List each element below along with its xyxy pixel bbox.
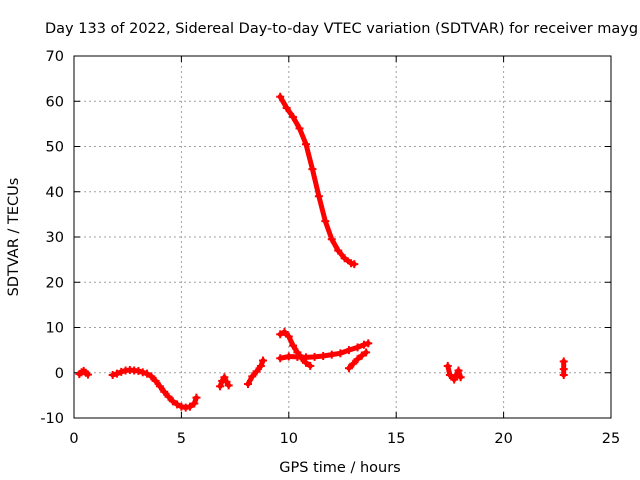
data-point: [359, 340, 368, 349]
data-point: [143, 369, 152, 378]
data-point: [301, 140, 310, 149]
data-point: [362, 348, 371, 357]
data-point: [559, 357, 568, 366]
data-point: [112, 369, 121, 378]
data-point: [357, 351, 366, 360]
data-point: [243, 380, 252, 389]
data-point: [353, 355, 362, 364]
data-point: [259, 356, 268, 365]
y-tick-label: 70: [46, 49, 64, 65]
data-point: [151, 376, 160, 385]
data-point: [192, 393, 201, 402]
y-tick-label: 60: [46, 94, 64, 110]
data-point: [108, 371, 117, 380]
data-point: [295, 124, 304, 133]
data-point: [284, 332, 293, 341]
data-point: [256, 361, 265, 370]
data-point: [454, 366, 463, 375]
data-point: [252, 367, 261, 376]
data-point: [334, 246, 343, 255]
y-tick-label: 30: [46, 230, 64, 246]
data-point: [349, 359, 358, 368]
data-point: [168, 397, 177, 406]
data-point: [314, 192, 323, 201]
data-point: [321, 217, 330, 226]
data-point: [327, 235, 336, 244]
data-point: [83, 370, 92, 379]
y-axis-label: SDTVAR / TECUs: [6, 178, 22, 297]
x-tick-label: 10: [280, 431, 298, 447]
data-point: [350, 260, 359, 269]
data-point: [276, 330, 285, 339]
y-tick-label: 50: [46, 140, 64, 156]
data-point: [306, 361, 315, 370]
x-axis-label: GPS time / hours: [279, 460, 400, 476]
y-tick-label: 20: [46, 275, 64, 291]
data-point: [284, 352, 293, 361]
x-tick-label: 25: [602, 431, 620, 447]
data-points: [75, 92, 568, 412]
data-point: [224, 381, 233, 390]
data-point: [340, 254, 349, 263]
data-point: [559, 371, 568, 380]
data-point: [450, 375, 459, 384]
data-point: [276, 92, 285, 101]
data-point: [327, 350, 336, 359]
data-point: [216, 382, 225, 391]
data-point: [138, 368, 147, 377]
x-axis-ticks: 0 5 10 15 20 25: [69, 56, 620, 447]
data-point: [220, 373, 229, 382]
data-point: [173, 400, 182, 409]
data-point: [344, 364, 353, 373]
data-point: [155, 382, 164, 391]
chart-title: Day 133 of 2022, Sidereal Day-to-day VTE…: [45, 21, 638, 37]
y-tick-label: 0: [55, 366, 64, 382]
data-point: [308, 165, 317, 174]
data-point: [160, 387, 169, 396]
data-point: [310, 352, 319, 361]
x-tick-label: 5: [177, 431, 186, 447]
data-point: [248, 372, 257, 381]
data-point: [134, 366, 143, 375]
data-point: [282, 104, 291, 113]
data-point: [289, 113, 298, 122]
data-point: [301, 353, 310, 362]
data-point: [319, 352, 328, 361]
x-tick-label: 20: [494, 431, 512, 447]
data-point: [147, 372, 156, 381]
y-tick-label: 40: [46, 185, 64, 201]
x-tick-label: 0: [69, 431, 78, 447]
y-tick-label: -10: [40, 411, 64, 427]
data-point: [276, 354, 285, 363]
data-point: [164, 392, 173, 401]
data-point: [364, 339, 373, 348]
data-point: [190, 399, 199, 408]
data-point: [456, 373, 465, 382]
data-point: [443, 361, 452, 370]
y-tick-label: 10: [46, 321, 64, 337]
data-point: [289, 341, 298, 350]
data-point: [293, 352, 302, 361]
data-point: [280, 328, 289, 337]
data-point: [336, 349, 345, 358]
data-point: [185, 402, 194, 411]
data-point: [344, 346, 353, 355]
y-axis-ticks: -10 0 10 20 30 40 50 60 70: [40, 49, 611, 427]
x-tick-label: 15: [387, 431, 405, 447]
data-point: [353, 343, 362, 352]
data-point: [445, 371, 454, 380]
data-point: [117, 367, 126, 376]
